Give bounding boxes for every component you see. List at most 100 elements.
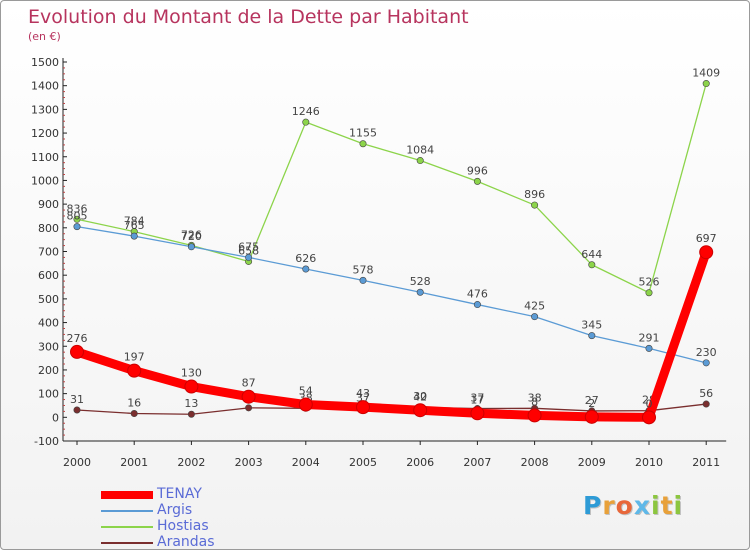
- legend-item-hostias[interactable]: Hostias: [101, 518, 301, 535]
- data-label-hostias: 1246: [292, 105, 320, 118]
- data-label-argis: 528: [410, 275, 431, 288]
- x-tick-label: 2002: [177, 456, 205, 469]
- logo-letter: i: [673, 491, 684, 520]
- data-label-argis: 578: [353, 263, 374, 276]
- logo-letter: i: [651, 491, 661, 520]
- legend-item-tenay[interactable]: TENAY: [101, 486, 301, 503]
- series-line-hostias: [76, 82, 707, 294]
- data-label-hostias: 644: [581, 248, 602, 261]
- data-label-tenay: 43: [356, 387, 370, 400]
- data-point-argis: [245, 253, 253, 261]
- series-line-tenay: [72, 247, 711, 422]
- chart-title: Evolution du Montant de la Dette par Hab…: [28, 6, 469, 28]
- data-point-arandas: [73, 406, 81, 414]
- logo-letter: P: [583, 491, 603, 520]
- legend-swatch-arandas: [101, 542, 153, 544]
- legend-label-arandas: Arandas: [157, 534, 215, 550]
- data-label-hostias: 836: [67, 202, 88, 215]
- data-point-tenay: [70, 344, 84, 359]
- data-point-arandas: [245, 404, 253, 412]
- data-point-tenay: [413, 403, 428, 418]
- data-label-arandas: 56: [699, 387, 713, 400]
- x-tick-label: 2001: [120, 456, 148, 469]
- data-point-tenay: [470, 406, 485, 421]
- y-tick-label: 400: [38, 317, 59, 330]
- data-point-argis: [473, 301, 481, 309]
- y-tick-label: 600: [38, 269, 59, 282]
- data-label-arandas: 31: [70, 393, 84, 406]
- data-label-hostias: 526: [639, 276, 660, 289]
- logo-letter: x: [633, 491, 651, 520]
- data-label-argis: 765: [124, 219, 145, 232]
- data-point-tenay: [356, 400, 370, 415]
- x-tick-label: 2008: [521, 456, 549, 469]
- data-label-arandas: 27: [585, 394, 599, 407]
- data-point-argis: [359, 276, 367, 284]
- chart-legend: TENAY Argis Hostias Arandas: [101, 486, 301, 551]
- data-label-tenay: 17: [470, 393, 484, 406]
- x-tick-label: 2006: [406, 456, 434, 469]
- data-label-tenay: 0: [646, 397, 653, 410]
- data-point-hostias: [588, 261, 596, 269]
- data-label-hostias: 658: [238, 244, 259, 257]
- data-point-arandas: [187, 410, 195, 418]
- legend-swatch-tenay: [101, 491, 153, 499]
- y-tick-label: 100: [38, 388, 59, 401]
- data-point-hostias: [645, 289, 653, 297]
- data-label-arandas: 16: [127, 397, 141, 410]
- x-tick-label: 2011: [692, 456, 720, 469]
- data-label-arandas: 13: [184, 397, 198, 410]
- legend-label-hostias: Hostias: [157, 518, 209, 534]
- data-label-argis: 425: [524, 300, 545, 313]
- data-point-argis: [73, 223, 81, 231]
- data-label-hostias: 726: [181, 228, 202, 241]
- legend-label-tenay: TENAY: [157, 486, 202, 502]
- data-point-tenay: [527, 408, 542, 423]
- data-point-tenay: [642, 410, 656, 425]
- data-point-hostias: [702, 80, 710, 88]
- chart-subtitle: (en €): [28, 30, 61, 43]
- logo-letter: r: [602, 491, 616, 520]
- data-point-hostias: [302, 118, 310, 126]
- data-point-argis: [588, 332, 596, 340]
- legend-item-arandas[interactable]: Arandas: [101, 534, 301, 551]
- data-label-argis: 291: [639, 331, 660, 344]
- data-point-tenay: [241, 389, 256, 404]
- data-label-argis: 230: [696, 346, 717, 359]
- data-label-arandas: 37: [470, 392, 484, 405]
- data-point-tenay: [584, 409, 599, 424]
- data-label-tenay: 197: [124, 351, 145, 364]
- data-label-argis: 720: [181, 230, 202, 243]
- data-label-argis: 626: [295, 252, 316, 265]
- data-label-hostias: 1409: [692, 67, 720, 80]
- data-label-hostias: 896: [524, 188, 545, 201]
- logo-letter: t: [660, 491, 674, 520]
- x-tick-label: 2010: [635, 456, 663, 469]
- logo-letter: o: [615, 491, 634, 520]
- x-tick-label: 2005: [349, 456, 377, 469]
- legend-swatch-argis: [101, 510, 153, 512]
- data-point-argis: [531, 313, 539, 321]
- data-label-hostias: 784: [124, 215, 145, 228]
- y-tick-label: 700: [38, 246, 59, 259]
- data-label-argis: 805: [67, 210, 88, 223]
- y-tick-label: -100: [34, 435, 59, 448]
- data-label-hostias: 1155: [349, 127, 377, 140]
- y-tick-label: 500: [38, 293, 59, 306]
- data-label-hostias: 996: [467, 164, 488, 177]
- data-label-tenay: 130: [181, 367, 202, 380]
- legend-item-argis[interactable]: Argis: [101, 502, 301, 519]
- data-point-tenay: [127, 363, 142, 378]
- y-tick-label: 1300: [31, 103, 59, 116]
- y-tick-label: 1500: [31, 56, 59, 69]
- data-label-argis: 675: [238, 240, 259, 253]
- y-tick-label: 1200: [31, 127, 59, 140]
- data-point-tenay: [298, 397, 313, 412]
- data-point-hostias: [73, 215, 81, 223]
- legend-swatch-hostias: [101, 526, 153, 528]
- data-point-hostias: [531, 201, 539, 209]
- data-label-tenay: 87: [242, 377, 256, 390]
- data-point-arandas: [702, 400, 710, 408]
- x-tick-label: 2000: [63, 456, 91, 469]
